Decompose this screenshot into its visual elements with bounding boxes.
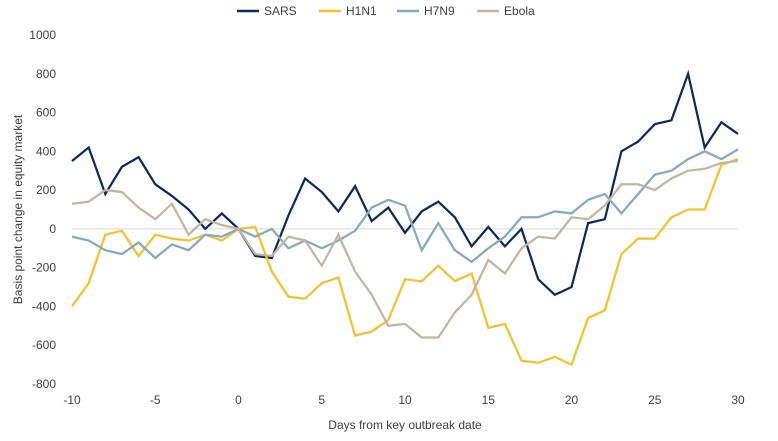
x-tick-label: 20: [565, 393, 579, 407]
series-line-h1n1: [71, 158, 739, 367]
legend-label-sars: SARS: [264, 4, 297, 18]
series-line-sars: [71, 69, 739, 297]
x-tick-label: 25: [648, 393, 662, 407]
x-tick-label: -10: [63, 393, 81, 407]
y-tick-label: 1000: [29, 28, 56, 42]
x-tick-label: 5: [318, 393, 325, 407]
series-lines: [71, 69, 739, 367]
y-axis-title: Basis point change in equity market: [11, 114, 25, 304]
legend-label-ebola: Ebola: [504, 4, 535, 18]
y-tick-label: 400: [36, 144, 56, 158]
y-tick-label: 800: [36, 67, 56, 81]
x-axis-ticks: -10 -5 0 5 10 15 20 25 30: [63, 393, 745, 407]
series-line-ebola: [71, 159, 739, 339]
y-axis-ticks: -800 -600 -400 -200 0 200 400 600 800 1000: [29, 28, 56, 391]
legend-label-h1n1: H1N1: [346, 4, 377, 18]
legend: SARS H1N1 H7N9 Ebola: [237, 4, 535, 18]
y-tick-label: -200: [32, 261, 56, 275]
x-axis-title: Days from key outbreak date: [328, 418, 482, 432]
y-tick-label: -600: [32, 338, 56, 352]
x-tick-label: 30: [731, 393, 745, 407]
y-tick-label: 0: [49, 222, 56, 236]
series-line-h7n9: [71, 148, 739, 264]
x-tick-label: -5: [150, 393, 161, 407]
x-tick-label: 15: [482, 393, 496, 407]
y-tick-label: -400: [32, 299, 56, 313]
legend-label-h7n9: H7N9: [424, 4, 455, 18]
x-tick-label: 0: [235, 393, 242, 407]
y-tick-label: 600: [36, 106, 56, 120]
y-tick-label: 200: [36, 183, 56, 197]
x-tick-label: 10: [398, 393, 412, 407]
y-tick-label: -800: [32, 377, 56, 391]
